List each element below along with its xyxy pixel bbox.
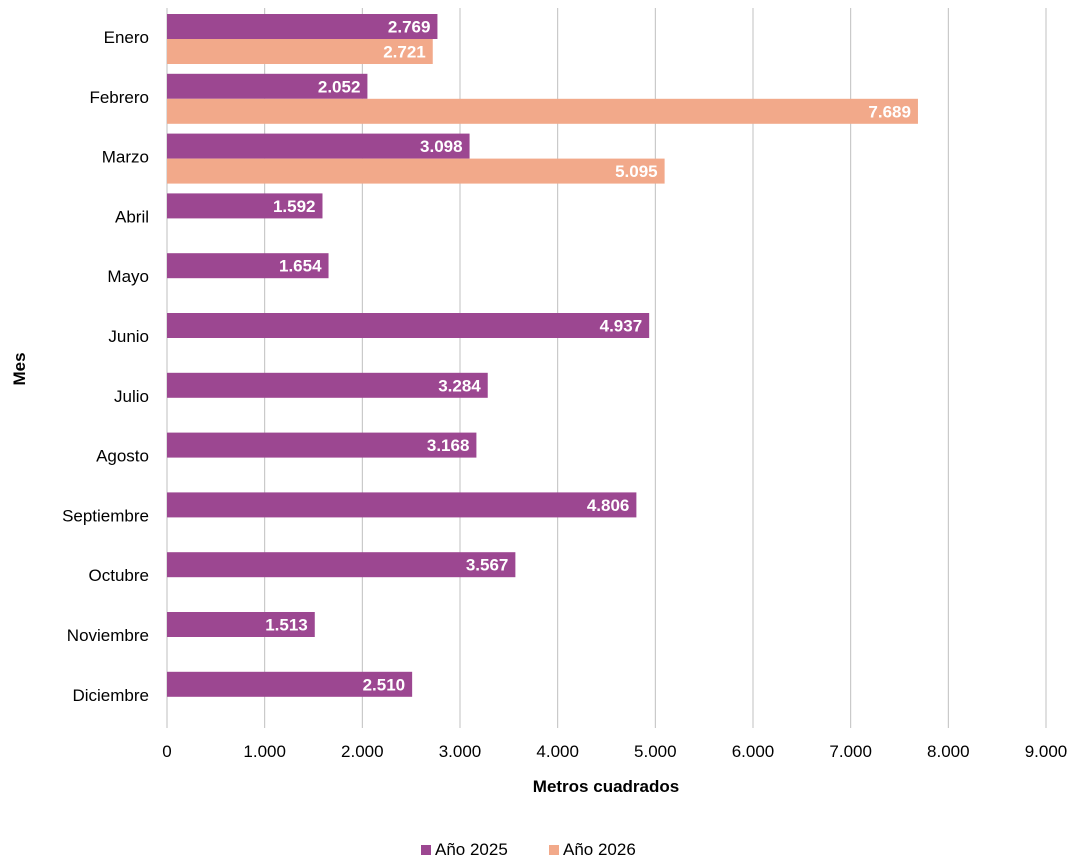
category-label: Septiembre (62, 506, 149, 525)
category-label: Octubre (89, 566, 149, 585)
x-tick-label: 2.000 (341, 742, 384, 761)
bar-2026 (167, 158, 665, 184)
legend-label: Año 2026 (563, 840, 636, 859)
data-label: 2.510 (363, 675, 406, 694)
bar-2026 (167, 39, 433, 64)
category-labels: Enero Febrero Marzo Abril Mayo Junio Julio Agos… (62, 28, 149, 705)
data-label: 3.098 (420, 137, 463, 156)
x-tick-label: 4.000 (536, 742, 579, 761)
bars: 2.769 2.721 2.052 7.689 3.098 5.095 1.592 1.654… (167, 14, 918, 697)
category-label: Noviembre (67, 626, 149, 645)
category-label: Agosto (96, 447, 149, 466)
category-label: Mayo (107, 267, 149, 286)
category-label: Diciembre (72, 686, 149, 705)
data-label: 2.052 (318, 77, 361, 96)
x-tick-label: 6.000 (732, 742, 775, 761)
data-label: 3.284 (438, 376, 481, 395)
data-label: 7.689 (868, 102, 911, 121)
data-label: 2.769 (388, 18, 431, 37)
x-tick-label: 8.000 (927, 742, 970, 761)
x-axis-title: Metros cuadrados (533, 777, 679, 796)
data-label: 4.937 (600, 317, 643, 336)
bar-2025 (167, 671, 413, 697)
category-label: Marzo (102, 148, 149, 167)
category-label: Abril (115, 207, 149, 226)
x-tick-label: 7.000 (829, 742, 872, 761)
legend-label: Año 2025 (435, 840, 508, 859)
bar-2025 (167, 372, 488, 398)
legend-swatch (549, 845, 559, 855)
category-label: Enero (104, 28, 149, 47)
x-tick-label: 3.000 (439, 742, 482, 761)
bar-2025 (167, 313, 650, 338)
bar-2026 (167, 98, 918, 124)
bar-2025 (167, 73, 368, 99)
bar-2025 (167, 253, 329, 279)
data-label: 3.567 (466, 556, 509, 575)
data-label: 5.095 (615, 162, 658, 181)
bar-2025 (167, 612, 315, 637)
x-tick-label: 1.000 (243, 742, 286, 761)
legend: Año 2025 Año 2026 (421, 840, 636, 859)
x-tick-labels: 0 1.000 2.000 3.000 4.000 5.000 6.000 7.000 8.00… (162, 742, 1067, 761)
category-label: Julio (114, 387, 149, 406)
x-tick-label: 9.000 (1025, 742, 1068, 761)
x-tick-label: 0 (162, 742, 171, 761)
data-label: 3.168 (427, 436, 470, 455)
bar-2025 (167, 492, 637, 518)
bar-2025 (167, 14, 438, 39)
data-label: 2.721 (383, 43, 426, 62)
data-label: 1.592 (273, 197, 316, 216)
legend-swatch (421, 845, 431, 855)
bar-2025 (167, 432, 477, 458)
data-label: 1.513 (265, 616, 308, 635)
data-label: 1.654 (279, 257, 322, 276)
bar-2025 (167, 193, 323, 219)
category-label: Junio (108, 327, 149, 346)
x-tick-label: 5.000 (634, 742, 677, 761)
y-axis-title: Mes (10, 352, 29, 385)
bar-2025 (167, 552, 516, 578)
gridlines (166, 8, 1047, 728)
data-label: 4.806 (587, 496, 630, 515)
category-label: Febrero (89, 88, 149, 107)
bar-2025 (167, 133, 470, 159)
